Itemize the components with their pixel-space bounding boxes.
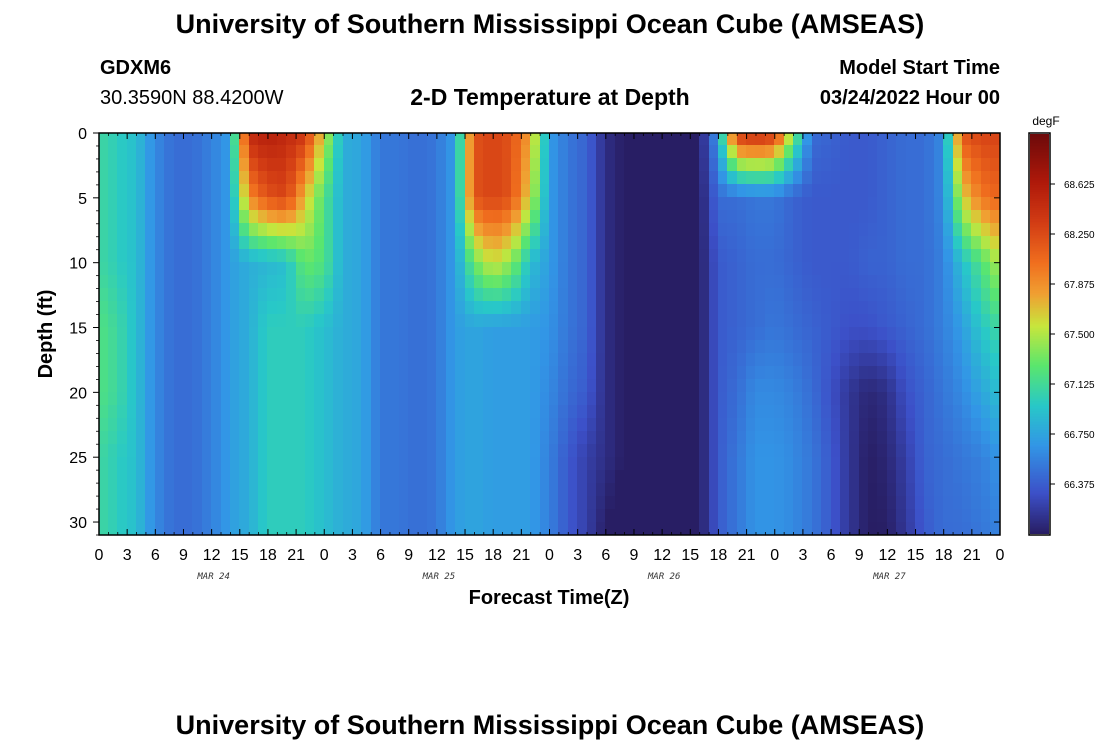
x-tick-label: 21	[738, 547, 756, 564]
footer-title: University of Southern Mississippi Ocean…	[175, 710, 925, 740]
day-label: MAR 24	[196, 572, 230, 582]
colorbar-tick-label: 67.125	[1064, 380, 1095, 391]
x-tick-label: 15	[231, 547, 249, 564]
day-label: MAR 26	[647, 572, 681, 582]
x-tick-label: 0	[95, 547, 104, 564]
temperature-heatmap	[99, 133, 1000, 535]
x-tick-label: 9	[404, 547, 413, 564]
station-coords: 30.3590N 88.4200W	[100, 87, 284, 109]
x-tick-label: 3	[573, 547, 582, 564]
x-tick-label: 3	[348, 547, 357, 564]
model-start-label: Model Start Time	[839, 57, 1000, 79]
x-tick-label: 12	[203, 547, 221, 564]
x-axis-label: Forecast Time(Z)	[469, 587, 630, 609]
day-label: MAR 25	[422, 572, 456, 582]
x-axis: 0 3 6 9 12 15 18 21 0 3 6 9 12 15 18 21 0 3 6 9 12 15 18 21 0 3 6 9…	[95, 133, 1005, 564]
x-tick-label: 15	[681, 547, 699, 564]
y-axis: 0 5 10 15 20 25 30	[69, 126, 1000, 536]
x-tick-label: 21	[287, 547, 305, 564]
x-tick-label: 15	[456, 547, 474, 564]
page-title: University of Southern Mississippi Ocean…	[175, 9, 925, 39]
x-tick-label: 6	[827, 547, 836, 564]
y-tick-label: 10	[69, 256, 87, 273]
x-tick-label: 0	[320, 547, 329, 564]
day-labels: MAR 24 MAR 25 MAR 26 MAR 27	[196, 572, 906, 582]
y-tick-label: 25	[69, 450, 87, 467]
x-tick-label: 21	[512, 547, 530, 564]
colorbar-units: degF	[1032, 114, 1059, 128]
colorbar-tick-label: 68.250	[1064, 230, 1095, 241]
plot-frame	[98, 132, 1001, 536]
day-label: MAR 27	[872, 572, 906, 582]
x-tick-label: 18	[259, 547, 277, 564]
y-tick-label: 30	[69, 515, 87, 532]
colorbar-tick-label: 68.625	[1064, 180, 1095, 191]
plot-title: 2-D Temperature at Depth	[410, 84, 690, 110]
x-tick-label: 6	[601, 547, 610, 564]
colorbar-tick-label: 66.375	[1064, 480, 1095, 491]
x-tick-label: 18	[710, 547, 728, 564]
x-tick-label: 12	[428, 547, 446, 564]
station-id: GDXM6	[100, 57, 172, 79]
y-axis-label: Depth (ft)	[35, 290, 57, 379]
x-tick-label: 18	[484, 547, 502, 564]
x-tick-label: 9	[630, 547, 639, 564]
x-tick-label: 0	[545, 547, 554, 564]
x-tick-label: 18	[935, 547, 953, 564]
x-tick-label: 21	[963, 547, 981, 564]
x-tick-label: 6	[151, 547, 160, 564]
x-tick-label: 3	[798, 547, 807, 564]
y-tick-label: 20	[69, 385, 87, 402]
y-tick-label: 5	[78, 191, 87, 208]
colorbar	[1030, 134, 1049, 534]
x-tick-label: 15	[907, 547, 925, 564]
x-tick-label: 3	[123, 547, 132, 564]
y-tick-label: 15	[69, 321, 87, 338]
x-tick-label: 9	[179, 547, 188, 564]
x-tick-label: 0	[770, 547, 779, 564]
y-tick-label: 0	[78, 126, 87, 143]
x-tick-label: 9	[855, 547, 864, 564]
colorbar-tick-label: 67.500	[1064, 330, 1095, 341]
x-tick-label: 12	[653, 547, 671, 564]
x-tick-label: 0	[996, 547, 1005, 564]
x-tick-label: 6	[376, 547, 385, 564]
colorbar-axis: 66.375 66.750 67.125 67.500 67.875 68.250 68.6…	[1050, 180, 1095, 491]
colorbar-tick-label: 66.750	[1064, 430, 1095, 441]
colorbar-tick-label: 67.875	[1064, 280, 1095, 291]
colorbar-frame	[1028, 132, 1051, 536]
x-tick-label: 12	[878, 547, 896, 564]
model-start-value: 03/24/2022 Hour 00	[819, 87, 1000, 109]
